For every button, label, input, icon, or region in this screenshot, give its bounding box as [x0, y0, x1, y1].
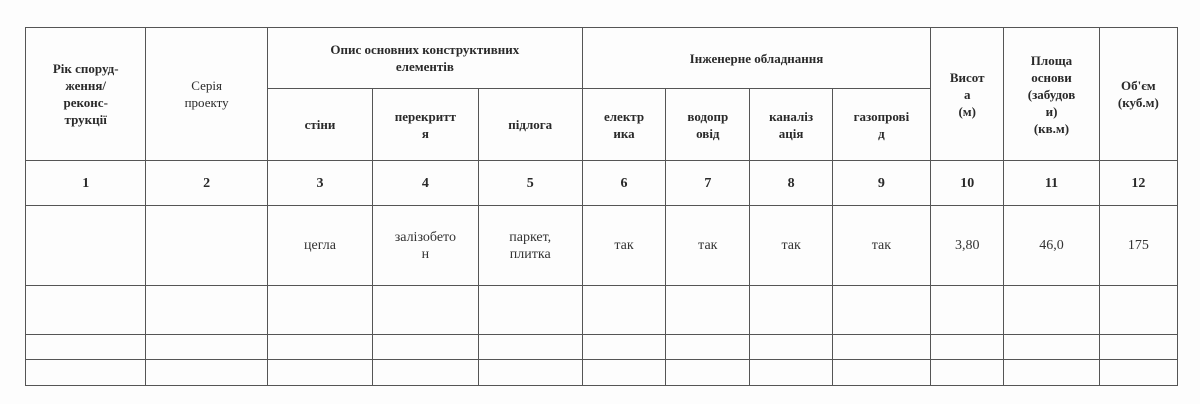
header-water: водопр овід [665, 88, 751, 161]
column-number: 10 [930, 160, 1005, 206]
column-number: 4 [372, 160, 479, 206]
column-number: 8 [749, 160, 833, 206]
column-number: 6 [581, 160, 667, 206]
cell [372, 359, 479, 386]
cell [665, 334, 751, 360]
cell [477, 285, 583, 335]
table-row [24, 285, 1179, 335]
cell [831, 334, 932, 360]
header-structural-elements: Опис основних конструктивних елементів [266, 27, 583, 89]
header-flooring: підлога [477, 88, 583, 161]
cell [372, 334, 479, 360]
cell [749, 285, 833, 335]
cell-series [145, 205, 268, 286]
column-number: 3 [266, 160, 374, 206]
cell [145, 285, 268, 335]
cell [831, 285, 932, 335]
cell [665, 359, 751, 386]
cell [477, 359, 583, 386]
cell [266, 285, 374, 335]
cell-walls: цегла [266, 205, 374, 286]
header-year: Рік споруд- ження/ реконс- трукції [24, 27, 147, 161]
column-number: 12 [1098, 160, 1179, 206]
header-series: Серія проекту [145, 27, 268, 161]
cell [749, 334, 833, 360]
cell [1098, 285, 1179, 335]
cell [749, 359, 833, 386]
cell [1003, 359, 1100, 386]
cell [145, 334, 268, 360]
column-number: 2 [145, 160, 268, 206]
cell-water: так [665, 205, 751, 286]
cell-volume: 175 [1098, 205, 1179, 286]
cell [24, 359, 147, 386]
header-walls: стіни [266, 88, 374, 161]
cell [581, 359, 667, 386]
table-row: цегла залізобето н паркет, плитка так та… [24, 205, 1179, 286]
cell [24, 285, 147, 335]
header-electric: електр ика [581, 88, 667, 161]
cell [477, 334, 583, 360]
cell [581, 334, 667, 360]
cell [930, 359, 1005, 386]
cell [665, 285, 751, 335]
header-engineering-equipment: Інженерне обладнання [581, 27, 932, 89]
cell [372, 285, 479, 335]
cell [581, 285, 667, 335]
header-base-area: Площа основи (забудов и) (кв.м) [1003, 27, 1100, 161]
cell-electric: так [581, 205, 667, 286]
cell-slabs: залізобето н [372, 205, 479, 286]
cell-sewer: так [749, 205, 833, 286]
column-number: 1 [24, 160, 147, 206]
cell [1098, 359, 1179, 386]
cell [266, 334, 374, 360]
cell-height: 3,80 [930, 205, 1005, 286]
cell-gas: так [831, 205, 932, 286]
cell [266, 359, 374, 386]
cell [1098, 334, 1179, 360]
cell-area: 46,0 [1003, 205, 1100, 286]
header-gas: газопрові д [831, 88, 932, 161]
cell [930, 285, 1005, 335]
header-sewer: каналіз ація [749, 88, 833, 161]
cell [145, 359, 268, 386]
cell [831, 359, 932, 386]
table-row [24, 334, 1179, 360]
cell-flooring: паркет, плитка [477, 205, 583, 286]
header-height: Висот а (м) [930, 27, 1005, 161]
cell-year [24, 205, 147, 286]
column-number: 7 [665, 160, 751, 206]
header-slabs: перекритт я [372, 88, 479, 161]
cell [1003, 334, 1100, 360]
column-number: 11 [1003, 160, 1100, 206]
header-volume: Об'єм (куб.м) [1098, 27, 1179, 161]
cell [1003, 285, 1100, 335]
building-characteristics-table: Рік споруд- ження/ реконс- трукції Серія… [24, 27, 1179, 386]
cell [24, 334, 147, 360]
column-number: 5 [477, 160, 583, 206]
column-numbers-row: 1 2 3 4 5 6 7 8 9 10 11 12 [24, 160, 1179, 206]
column-number: 9 [831, 160, 932, 206]
cell [930, 334, 1005, 360]
table-row [24, 359, 1179, 386]
